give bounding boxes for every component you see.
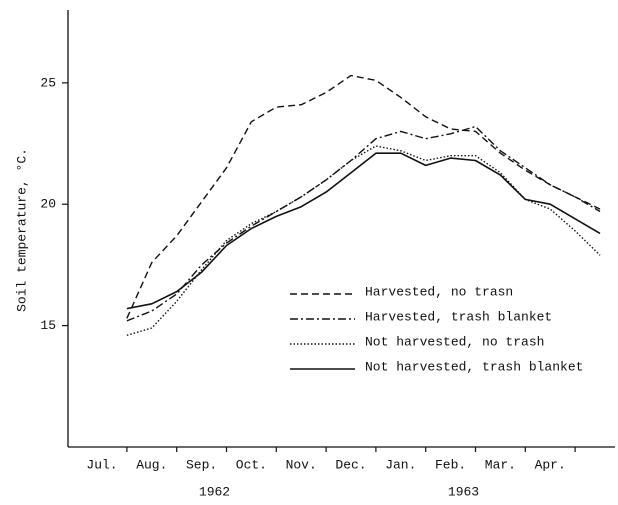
x-tick-label: Mar. [485,457,516,472]
x-tick-label: Apr. [535,457,566,472]
x-tick-label: Oct. [236,457,267,472]
x-tick-label: Jul. [86,457,117,472]
series-line [126,125,601,322]
series-line [126,145,601,336]
year-label: 1963 [448,484,479,499]
x-tick-label: Dec. [335,457,366,472]
legend-label: Harvested, no trasn [365,284,513,299]
y-tick-label: 25 [40,75,56,90]
legend-label: Harvested, trash blanket [365,309,552,324]
x-tick-label: Nov. [286,457,317,472]
y-axis-label: Soil temperature, °C. [14,148,29,312]
y-tick-label: 15 [40,318,56,333]
series-line [126,74,601,319]
series-line [126,152,601,310]
y-tick-label: 20 [40,197,56,212]
x-tick-label: Sep. [186,457,217,472]
x-tick-label: Aug. [136,457,167,472]
year-label: 1962 [199,484,230,499]
legend-label: Not harvested, no trash [365,334,544,349]
x-tick-label: Jan. [385,457,416,472]
legend-label: Not harvested, trash blanket [365,359,583,374]
x-tick-label: Feb. [435,457,466,472]
